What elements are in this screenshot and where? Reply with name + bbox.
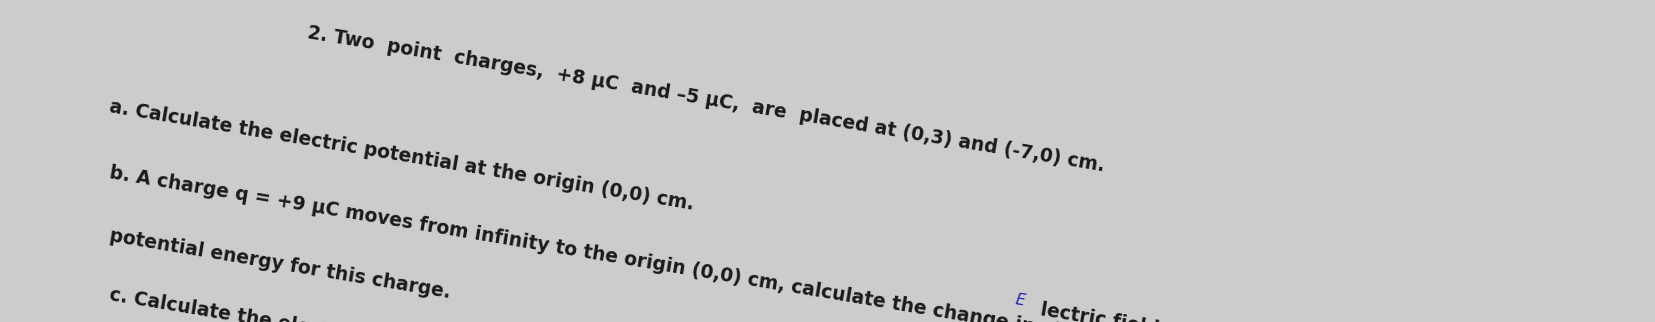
Text: potential energy for this charge.: potential energy for this charge. <box>108 226 452 302</box>
Text: lectric field strength between the plates: lectric field strength between the plate… <box>1039 300 1466 322</box>
Text: c. Calculate the electric potential energy of system.: c. Calculate the electric potential ener… <box>108 286 652 322</box>
Text: E: E <box>1015 292 1026 308</box>
Text: a. Calculate the electric potential at the origin (0,0) cm.: a. Calculate the electric potential at t… <box>108 97 695 214</box>
Text: 2. Two  point  charges,  +8 μC  and –5 μC,  are  placed at (0,3) and (-7,0) cm.: 2. Two point charges, +8 μC and –5 μC, a… <box>306 23 1106 175</box>
Text: b. A charge q = +9 μC moves from infinity to the origin (0,0) cm, calculate the : b. A charge q = +9 μC moves from infinit… <box>108 163 1120 322</box>
